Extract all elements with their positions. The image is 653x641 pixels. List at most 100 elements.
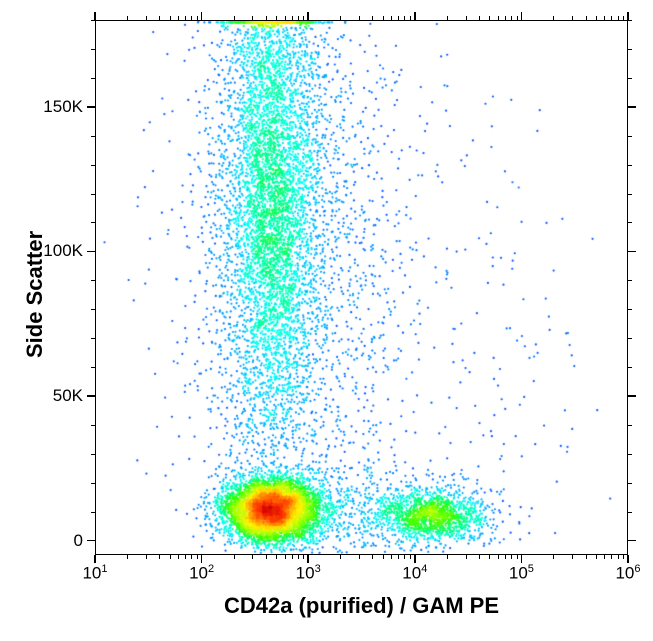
y-minor-tick <box>628 309 632 310</box>
x-minor-tick <box>404 555 405 559</box>
y-minor-tick <box>91 136 95 137</box>
x-minor-tick <box>185 555 186 559</box>
x-minor-tick <box>572 16 573 20</box>
y-tick-mark <box>87 395 95 397</box>
y-minor-tick <box>628 367 632 368</box>
x-minor-tick <box>511 16 512 20</box>
y-minor-tick <box>91 483 95 484</box>
x-minor-tick <box>604 555 605 559</box>
x-minor-tick <box>383 16 384 20</box>
y-tick-mark <box>87 540 95 542</box>
x-minor-tick <box>276 555 277 559</box>
scatter-canvas <box>96 21 629 556</box>
x-minor-tick <box>466 16 467 20</box>
x-minor-tick <box>197 555 198 559</box>
y-tick-mark <box>87 251 95 253</box>
x-axis-label: CD42a (purified) / GAM PE <box>0 593 653 619</box>
x-minor-tick <box>447 555 448 559</box>
x-minor-tick <box>197 16 198 20</box>
x-tick-mark <box>414 12 416 20</box>
y-minor-tick <box>91 78 95 79</box>
x-minor-tick <box>303 16 304 20</box>
x-tick-mark <box>94 555 96 563</box>
y-tick-label: 0 <box>0 531 83 551</box>
y-minor-tick <box>91 49 95 50</box>
x-minor-tick <box>266 555 267 559</box>
y-minor-tick <box>628 136 632 137</box>
x-minor-tick <box>623 16 624 20</box>
x-tick-mark <box>627 555 629 563</box>
x-minor-tick <box>489 16 490 20</box>
x-minor-tick <box>498 555 499 559</box>
x-minor-tick <box>146 555 147 559</box>
y-minor-tick <box>628 20 632 21</box>
y-minor-tick <box>628 483 632 484</box>
x-tick-mark <box>414 555 416 563</box>
y-tick-label: 150K <box>0 97 83 117</box>
x-minor-tick <box>146 16 147 20</box>
x-minor-tick <box>191 555 192 559</box>
x-minor-tick <box>611 555 612 559</box>
x-minor-tick <box>340 555 341 559</box>
x-tick-mark <box>94 12 96 20</box>
x-minor-tick <box>611 16 612 20</box>
x-minor-tick <box>553 16 554 20</box>
x-tick-label: 103 <box>288 563 328 584</box>
y-minor-tick <box>91 20 95 21</box>
x-minor-tick <box>159 16 160 20</box>
y-minor-tick <box>628 338 632 339</box>
flow-cytometry-plot: Side Scatter CD42a (purified) / GAM PE 0… <box>0 0 653 641</box>
x-minor-tick <box>618 16 619 20</box>
y-minor-tick <box>628 454 632 455</box>
x-minor-tick <box>498 16 499 20</box>
x-minor-tick <box>359 555 360 559</box>
y-minor-tick <box>91 512 95 513</box>
x-minor-tick <box>586 555 587 559</box>
x-minor-tick <box>303 555 304 559</box>
y-tick-label: 50K <box>0 386 83 406</box>
x-minor-tick <box>372 16 373 20</box>
x-minor-tick <box>185 16 186 20</box>
x-minor-tick <box>298 555 299 559</box>
x-minor-tick <box>586 16 587 20</box>
x-minor-tick <box>489 555 490 559</box>
x-tick-mark <box>521 12 523 20</box>
x-minor-tick <box>285 16 286 20</box>
y-minor-tick <box>628 165 632 166</box>
x-minor-tick <box>596 16 597 20</box>
x-minor-tick <box>466 555 467 559</box>
x-minor-tick <box>572 555 573 559</box>
x-minor-tick <box>479 555 480 559</box>
x-minor-tick <box>252 16 253 20</box>
x-tick-mark <box>307 555 309 563</box>
y-minor-tick <box>91 425 95 426</box>
x-tick-label: 101 <box>75 563 115 584</box>
y-minor-tick <box>628 512 632 513</box>
x-minor-tick <box>285 555 286 559</box>
y-tick-mark <box>628 106 636 108</box>
x-minor-tick <box>398 16 399 20</box>
x-minor-tick <box>127 16 128 20</box>
y-tick-mark <box>87 106 95 108</box>
x-tick-mark <box>201 12 203 20</box>
x-minor-tick <box>596 555 597 559</box>
y-minor-tick <box>91 165 95 166</box>
x-minor-tick <box>266 16 267 20</box>
x-minor-tick <box>359 16 360 20</box>
x-minor-tick <box>340 16 341 20</box>
y-tick-mark <box>628 395 636 397</box>
x-minor-tick <box>398 555 399 559</box>
x-minor-tick <box>234 16 235 20</box>
x-tick-mark <box>627 12 629 20</box>
x-tick-label: 104 <box>395 563 435 584</box>
x-minor-tick <box>618 555 619 559</box>
y-tick-mark <box>628 540 636 542</box>
y-minor-tick <box>628 280 632 281</box>
y-minor-tick <box>91 338 95 339</box>
y-minor-tick <box>91 194 95 195</box>
x-minor-tick <box>391 555 392 559</box>
y-minor-tick <box>628 425 632 426</box>
x-minor-tick <box>276 16 277 20</box>
x-minor-tick <box>383 555 384 559</box>
y-minor-tick <box>628 194 632 195</box>
